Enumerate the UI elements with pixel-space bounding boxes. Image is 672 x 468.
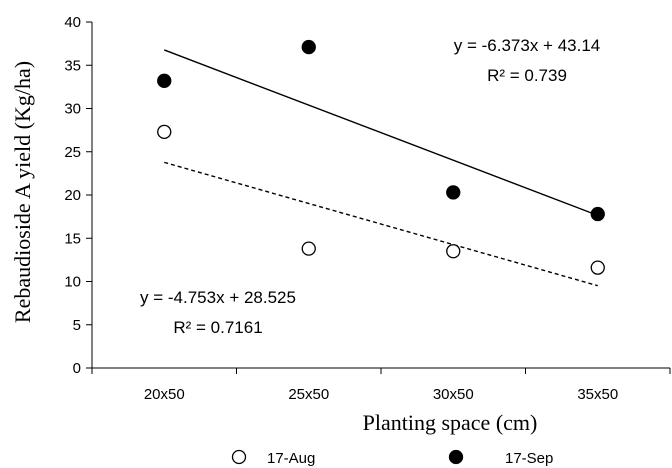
y-tick-label: 10: [64, 274, 81, 291]
y-axis-title: Rebaudioside A yield (Kg/ha): [10, 61, 35, 323]
point-17-sep: [446, 185, 461, 200]
legend-marker-17-sep: [448, 449, 464, 465]
x-tick-label: 35x50: [577, 386, 618, 403]
y-tick-label: 30: [64, 101, 81, 118]
point-17-aug: [446, 244, 461, 259]
trendline-17-aug: [164, 161, 598, 287]
point-17-aug: [590, 260, 605, 275]
point-17-aug: [301, 241, 316, 256]
x-axis-ticks: 20x50 25x50 30x50 35x50: [91, 368, 671, 403]
trendline-equation-17-sep: y = -6.373x + 43.14: [454, 36, 601, 55]
trendline-r2-17-aug: R² = 0.7161: [173, 318, 262, 337]
x-tick-label: 25x50: [288, 386, 329, 403]
y-axis-ticks: 0 5 10 15 20 25 30 35 40: [64, 14, 92, 377]
point-17-sep: [301, 39, 316, 55]
y-tick-label: 5: [73, 317, 81, 334]
y-tick-label: 0: [73, 360, 81, 377]
x-tick-label: 30x50: [433, 386, 474, 403]
y-tick-label: 20: [64, 187, 81, 204]
y-tick-label: 25: [64, 144, 81, 161]
point-17-sep: [157, 73, 172, 88]
point-17-sep: [590, 206, 605, 222]
y-tick-label: 35: [64, 57, 81, 74]
trendline-17-sep: [164, 49, 598, 216]
y-tick-label: 40: [64, 14, 81, 31]
trendlines: [164, 49, 598, 287]
trendline-equation-17-aug: y = -4.753x + 28.525: [140, 288, 296, 307]
legend-marker-17-aug: [231, 449, 247, 465]
legend: 17-Aug 17-Sep: [231, 449, 553, 467]
legend-label-17-aug: 17-Aug: [267, 450, 315, 467]
trendline-r2-17-sep: R² = 0.739: [487, 66, 567, 85]
legend-label-17-sep: 17-Sep: [505, 450, 553, 467]
data-points: [157, 39, 605, 275]
y-tick-label: 15: [64, 230, 81, 247]
point-17-aug: [157, 124, 172, 140]
x-axis-title: Planting space (cm): [363, 410, 538, 435]
x-tick-label: 20x50: [144, 386, 185, 403]
